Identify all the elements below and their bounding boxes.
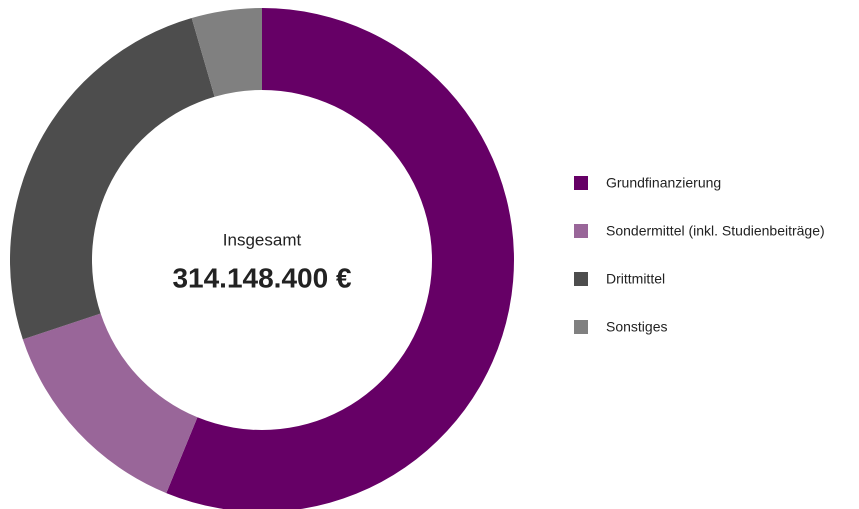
center-label: Insgesamt (223, 230, 302, 249)
legend-swatch (574, 224, 588, 238)
center-value: 314.148.400 € (172, 262, 351, 293)
legend-label: Grundfinanzierung (606, 175, 721, 191)
donut (9, 8, 514, 509)
legend-swatch (574, 320, 588, 334)
donut-slice (191, 8, 262, 97)
legend-label: Drittmittel (606, 271, 665, 287)
legend-swatch (574, 176, 588, 190)
donut-slice (22, 313, 198, 494)
legend: Grundfinanzierung Sondermittel (inkl. Stu… (574, 175, 825, 335)
donut-slice (9, 18, 215, 340)
donut-slice (166, 8, 514, 509)
legend-swatch (574, 272, 588, 286)
legend-label: Sondermittel (inkl. Studienbeiträge) (606, 223, 825, 239)
legend-label: Sonstiges (606, 319, 667, 335)
